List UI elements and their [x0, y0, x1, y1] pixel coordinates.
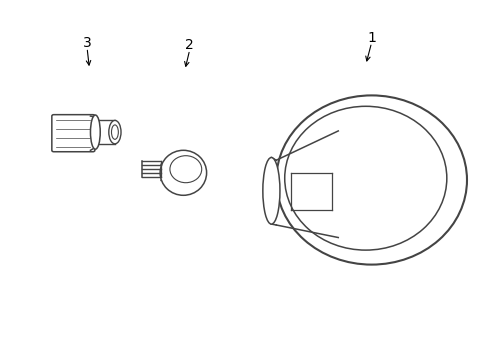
FancyBboxPatch shape [52, 115, 95, 152]
Ellipse shape [160, 150, 206, 195]
Ellipse shape [90, 115, 100, 149]
Ellipse shape [111, 125, 118, 139]
Ellipse shape [108, 121, 121, 144]
Ellipse shape [263, 158, 279, 224]
Text: 2: 2 [185, 38, 194, 52]
Text: 3: 3 [82, 36, 91, 50]
Text: 1: 1 [366, 31, 375, 45]
